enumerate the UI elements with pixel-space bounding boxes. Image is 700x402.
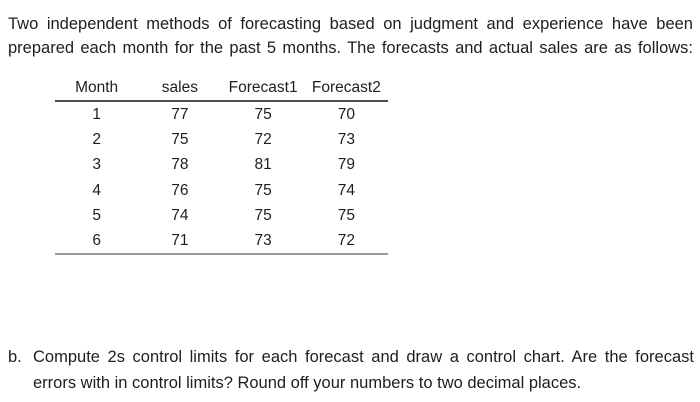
header-sales: sales (161, 79, 198, 96)
cell-forecast2: 73 (337, 131, 355, 149)
cell-forecast2: 74 (337, 181, 355, 199)
question-line-1: Compute 2s control limits for each forec… (33, 348, 694, 366)
cell-forecast2: 75 (337, 206, 355, 224)
cell-month: 3 (92, 156, 101, 174)
cell-forecast2: 70 (337, 106, 355, 123)
cell-sales: 71 (171, 231, 189, 249)
question-b: b. Compute 2s control limits for each fo… (8, 344, 694, 396)
question-text: Compute 2s control limits for each forec… (33, 344, 694, 396)
header-month: Month (75, 79, 119, 96)
cell-month: 6 (92, 231, 101, 249)
table-row: 5 74 75 75 (55, 203, 388, 228)
table-row: 6 71 73 72 (55, 228, 388, 253)
cell-forecast1: 81 (254, 156, 272, 174)
cell-forecast1: 75 (254, 206, 272, 224)
cell-month: 2 (92, 131, 101, 149)
cell-sales: 78 (171, 156, 189, 174)
intro-paragraph: Two independent methods of forecasting b… (8, 13, 693, 60)
cell-month: 4 (92, 181, 101, 199)
cell-sales: 76 (171, 181, 189, 199)
intro-line-1: Two independent methods of forecasting b… (8, 15, 693, 33)
cell-forecast1: 73 (254, 231, 272, 249)
cell-month: 5 (92, 206, 101, 224)
forecast-table: Month sales Forecast1 Forecast2 1 77 75 … (55, 79, 388, 256)
cell-sales: 75 (171, 131, 189, 149)
cell-forecast2: 79 (337, 156, 355, 174)
table-row: 1 77 75 70 (55, 102, 388, 127)
header-forecast1: Forecast1 (228, 79, 298, 96)
question-label: b. (8, 348, 22, 366)
header-forecast2: Forecast2 (311, 79, 381, 96)
cell-forecast1: 75 (254, 106, 272, 123)
table-row: 3 78 81 79 (55, 152, 388, 177)
table-header-row: Month sales Forecast1 Forecast2 (55, 79, 388, 96)
table-bottom-rule (55, 253, 388, 256)
table-top-rule (55, 100, 388, 102)
intro-line-2: prepared each month for the past 5 month… (8, 38, 693, 57)
cell-forecast2: 72 (337, 231, 355, 249)
cell-forecast1: 75 (254, 181, 272, 199)
cell-month: 1 (92, 106, 101, 123)
table-row: 4 76 75 74 (55, 178, 388, 203)
cell-sales: 74 (171, 206, 189, 224)
cell-forecast1: 72 (254, 131, 272, 149)
cell-sales: 77 (171, 106, 189, 123)
table-row: 2 75 72 73 (55, 127, 388, 152)
question-line-2: errors with in control limits? Round off… (33, 374, 582, 392)
